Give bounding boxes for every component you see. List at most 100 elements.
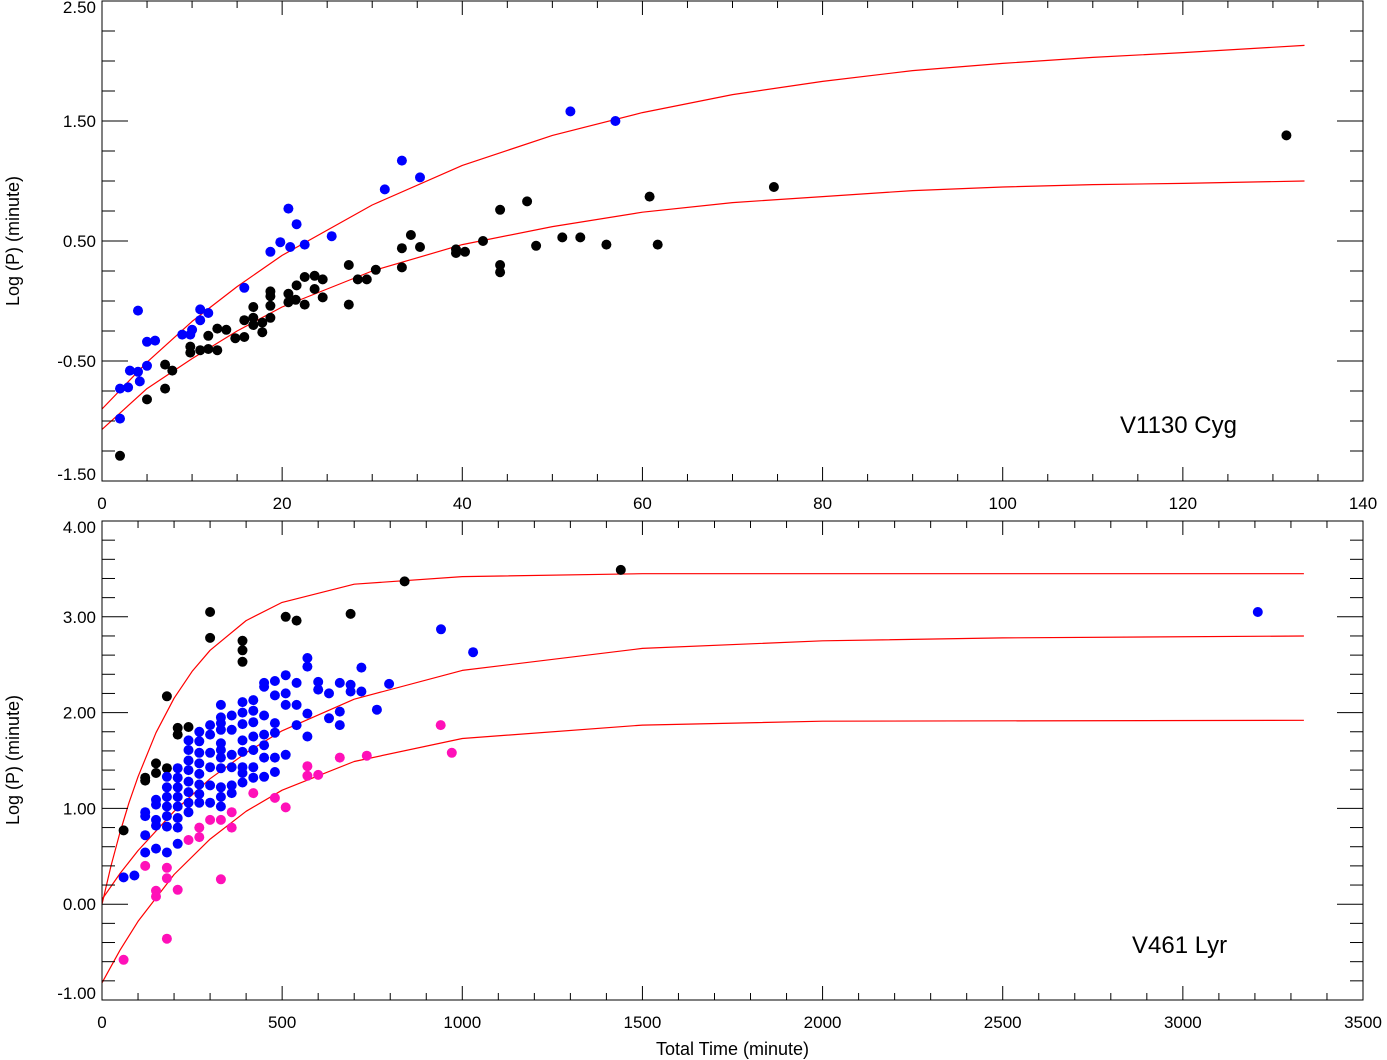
data-point-blue — [205, 729, 216, 740]
data-point-blue — [183, 787, 194, 798]
data-point-pink — [361, 750, 372, 761]
data-point-blue — [215, 724, 226, 735]
data-point-black — [768, 182, 779, 192]
data-point-blue — [142, 336, 152, 347]
fit-curve-2 — [101, 180, 1305, 430]
x-tick-label: 100 — [989, 494, 1017, 513]
data-point-blue — [140, 811, 151, 822]
data-point-black — [343, 260, 354, 270]
data-point-blue — [172, 813, 183, 823]
x-tick-label: 80 — [813, 494, 832, 513]
data-point-black — [161, 691, 172, 702]
x-tick-label: 140 — [1349, 494, 1377, 513]
data-point-pink — [302, 761, 313, 772]
data-point-blue — [248, 745, 259, 755]
data-point-pink — [172, 884, 183, 895]
data-point-black — [151, 768, 161, 778]
data-point-blue — [194, 747, 205, 758]
data-point-blue — [195, 304, 206, 315]
data-point-blue — [215, 801, 226, 812]
data-point-black — [161, 763, 172, 774]
data-point-black — [352, 274, 363, 285]
data-point-blue — [259, 710, 270, 721]
data-point-black — [415, 242, 425, 252]
data-point-blue — [280, 749, 291, 760]
data-point-blue — [194, 758, 205, 769]
data-point-black — [396, 243, 407, 254]
data-point-blue — [248, 705, 259, 716]
data-point-pink — [140, 860, 151, 871]
data-point-blue — [140, 847, 151, 858]
data-point-blue — [302, 731, 313, 742]
data-point-black — [290, 294, 301, 305]
data-point-black — [1281, 130, 1292, 141]
data-point-blue — [226, 724, 237, 735]
y-tick-label: 1.00 — [63, 799, 96, 818]
data-point-blue — [436, 624, 446, 635]
data-point-blue — [237, 746, 248, 757]
data-point-black — [257, 327, 268, 338]
data-point-blue — [195, 315, 206, 326]
data-point-black — [230, 333, 241, 344]
data-point-blue — [194, 789, 205, 799]
data-point-pink — [161, 933, 172, 944]
data-point-blue — [203, 308, 214, 318]
data-point-blue — [356, 662, 367, 673]
data-point-blue — [161, 811, 172, 822]
data-point-blue — [384, 678, 395, 689]
data-point-blue — [291, 720, 302, 731]
data-point-pink — [215, 874, 226, 885]
data-point-pink — [226, 822, 237, 833]
y-tick-label: 2.00 — [63, 704, 96, 723]
data-point-black — [185, 347, 196, 358]
data-point-pink — [194, 832, 205, 843]
data-point-black — [495, 260, 506, 270]
data-point-blue — [334, 720, 345, 731]
data-point-blue — [123, 382, 134, 393]
data-point-blue — [177, 329, 188, 340]
data-point-pink — [215, 814, 226, 825]
data-point-blue — [226, 710, 237, 721]
data-point-pink — [151, 891, 161, 902]
data-point-black — [118, 825, 129, 836]
data-point-blue — [140, 830, 151, 841]
x-tick-label: 2000 — [804, 1013, 842, 1032]
data-point-black — [239, 332, 250, 342]
x-tick-label: 0 — [97, 494, 106, 513]
x-tick-label: 500 — [268, 1013, 296, 1032]
data-point-blue — [194, 736, 205, 747]
data-point-blue — [291, 219, 302, 230]
data-point-black — [142, 394, 152, 405]
x-tick-label: 40 — [453, 494, 472, 513]
data-point-blue — [215, 782, 226, 793]
data-point-black — [361, 274, 372, 285]
data-point-black — [531, 240, 542, 251]
data-point-blue — [161, 847, 172, 858]
data-point-black — [601, 239, 612, 250]
panel-v1130-cyg: 0 20 40 60 80 100 120 140 -1.50 -0.50 0.50 1.50 2.50… — [3, 0, 1377, 513]
data-point-blue — [194, 797, 205, 808]
y-tick-label: 4.00 — [63, 518, 96, 537]
data-point-black — [237, 645, 248, 656]
y-tick-label: -0.50 — [57, 352, 96, 371]
data-point-blue — [269, 727, 280, 738]
data-point-black — [451, 248, 461, 258]
data-point-black — [151, 758, 161, 769]
data-point-blue — [205, 797, 216, 808]
data-point-blue — [610, 116, 621, 126]
data-point-blue — [172, 772, 183, 783]
data-point-blue — [151, 820, 161, 831]
data-point-blue — [259, 771, 270, 782]
data-point-blue — [172, 791, 183, 802]
data-point-blue — [468, 647, 479, 658]
data-point-black — [265, 291, 276, 302]
x-tick-label: 1500 — [624, 1013, 662, 1032]
data-point-blue — [334, 677, 345, 688]
data-point-blue — [183, 755, 194, 766]
data-point-blue — [215, 791, 226, 802]
data-point-blue — [133, 305, 143, 316]
data-point-blue — [269, 718, 280, 729]
data-point-blue — [118, 872, 129, 883]
data-point-blue — [194, 726, 205, 737]
data-point-blue — [194, 779, 205, 790]
